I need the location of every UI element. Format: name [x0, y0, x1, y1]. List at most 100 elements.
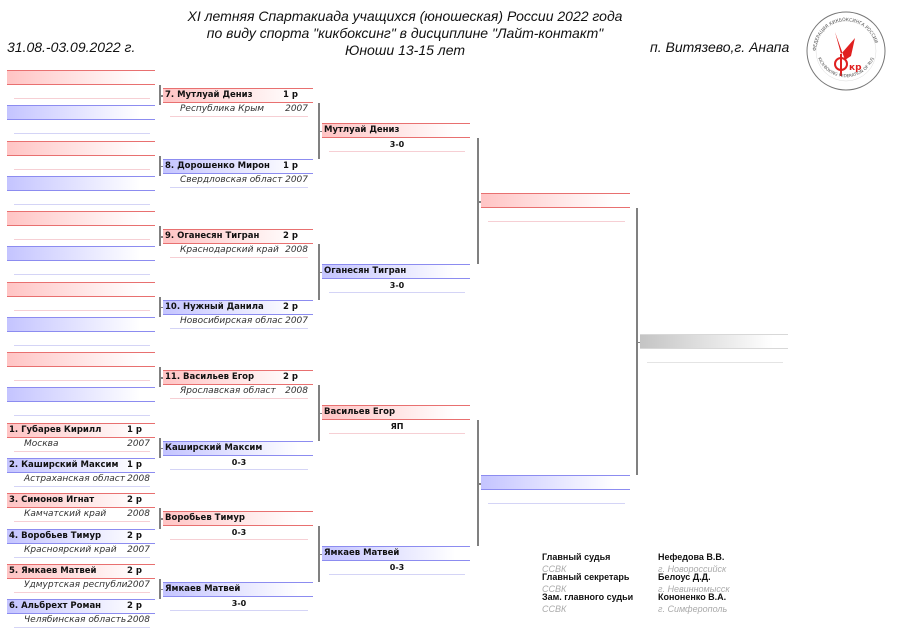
slot-subline [14, 226, 150, 241]
official-role-block: Главный секретарь ССВК [542, 571, 629, 595]
competitor-name: Васильев Егор [324, 407, 396, 417]
slot-subline [14, 402, 150, 417]
bracket-connector-tick [159, 165, 163, 168]
slot-subline: ЯП [329, 420, 465, 434]
slot-subline [14, 191, 150, 205]
official-role-block: Зам. главного судьи ССВК [542, 591, 633, 615]
match-score: 3-0 [389, 281, 405, 290]
bracket-connector-tick [159, 377, 163, 379]
competitor-region: Москва [24, 438, 59, 449]
bracket-connector-tick [159, 588, 163, 591]
official-name-block: Нефедова В.В. г. Новороссийск [658, 551, 726, 575]
competitor-birth-year: 2007 [285, 315, 308, 326]
official-role: Главный судья [542, 552, 611, 562]
match-score: 0-3 [231, 457, 247, 467]
slot-subline [14, 261, 150, 276]
federation-logo: кр ФЕДЕРАЦИЯ КИКБОКСИНГА РОССИИ KICK-BOX… [805, 10, 886, 91]
competitor-rank: 2 р [283, 231, 298, 241]
match-score: ЯП [390, 422, 404, 431]
competitor-name: Мутлуай Дениз [324, 125, 400, 135]
competitor-slot[interactable]: 8. Дорошенко Мирон 1 р [163, 158, 313, 174]
competitor-slot[interactable]: Мутлуай Дениз [322, 123, 470, 138]
slot-subline [14, 120, 150, 135]
slot-subline: 3-0 [170, 597, 308, 611]
official-name: Кононенко В.А. [658, 592, 727, 602]
bracket-connector [159, 437, 161, 458]
competitor-slot[interactable]: 3. Симонов Игнат 2 р [7, 493, 155, 509]
competitor-region: Челябинская область [24, 615, 127, 626]
competitor-name: 7. Мутлуай Дениз [165, 90, 253, 100]
slot-subline [14, 156, 150, 170]
competitor-slot[interactable]: 11. Васильев Егор 2 р [163, 370, 313, 385]
competitor-slot[interactable] [7, 140, 155, 156]
slot-subline: Астраханская област 2008 [14, 473, 150, 487]
competitor-slot[interactable] [7, 281, 155, 297]
competitor-slot[interactable]: Ямкаев Матвей [163, 581, 313, 597]
competitor-slot[interactable] [7, 246, 155, 262]
competitor-slot[interactable]: Васильев Егор [322, 405, 470, 420]
competitor-slot[interactable] [481, 193, 630, 208]
competitor-slot[interactable]: 6. Альбрехт Роман 2 р [7, 599, 155, 615]
competitor-slot[interactable] [7, 352, 155, 368]
official-name: Белоус Д.Д. [658, 572, 711, 582]
competitor-name: Оганесян Тигран [324, 266, 407, 276]
competitor-region: Свердловская област [180, 174, 283, 185]
slot-subline: Республика Крым 2007 [170, 103, 308, 117]
competitor-birth-year: 2007 [127, 438, 150, 449]
competitor-name: 2. Каширский Максим [9, 459, 119, 470]
slot-subline: Москва 2007 [14, 438, 150, 452]
slot-subline: Красноярский край 2007 [14, 544, 150, 558]
competitor-slot[interactable] [7, 211, 155, 227]
official-name-block: Белоус Д.Д. г. Невинномысск [658, 571, 730, 595]
competitor-name: 11. Васильев Егор [165, 372, 255, 382]
competitor-slot[interactable]: Оганесян Тигран [322, 264, 470, 279]
competitor-region: Республика Крым [180, 104, 265, 114]
competitor-region: Удмуртская республи [24, 579, 128, 590]
match-score: 0-3 [389, 563, 405, 572]
competitor-slot[interactable] [7, 105, 155, 121]
slot-subline [488, 490, 625, 504]
competitor-region: Новосибирская облас [180, 315, 283, 326]
official-city: г. Невинномысск [658, 584, 730, 594]
competitor-slot[interactable]: Ямкаев Матвей [322, 546, 470, 561]
bracket-connector-tick [159, 95, 163, 97]
bracket-connector-tick [159, 236, 163, 238]
svg-text:кр: кр [849, 63, 862, 73]
competitor-slot[interactable]: 7. Мутлуай Дениз 1 р [163, 88, 313, 103]
competitor-slot[interactable]: Каширский Максим [163, 440, 313, 456]
competitor-slot[interactable]: 2. Каширский Максим 1 р [7, 457, 155, 473]
bracket-connector-tick [477, 201, 481, 203]
competitor-slot[interactable]: 9. Оганесян Тигран 2 р [163, 229, 313, 244]
competitor-slot[interactable] [640, 334, 788, 349]
competitor-slot[interactable] [7, 387, 155, 403]
competitor-region: Астраханская област [24, 473, 125, 484]
competitor-slot[interactable]: 4. Воробьев Тимур 2 р [7, 528, 155, 544]
title-line-3: Юноши 13-15 лет [345, 42, 465, 58]
competitor-slot[interactable]: 10. Нужный Данила 2 р [163, 299, 313, 315]
title-line-1: XI летняя Спартакиада учащихся (юношеска… [187, 8, 623, 24]
competitor-slot[interactable]: 1. Губарев Кирилл 1 р [7, 422, 155, 438]
competitor-rank: 2 р [283, 301, 298, 312]
competitor-name: 5. Ямкаев Матвей [9, 565, 97, 576]
competitor-slot[interactable] [481, 475, 630, 490]
competitor-slot[interactable] [7, 316, 155, 332]
official-city: г. Новороссийск [658, 564, 727, 574]
official-name: Нефедова В.В. [658, 552, 725, 562]
competitor-name: Воробьев Тимур [165, 513, 245, 523]
competitor-rank: 2 р [127, 530, 142, 541]
competitor-slot[interactable]: 5. Ямкаев Матвей 2 р [7, 563, 155, 579]
competitor-birth-year: 2008 [127, 509, 150, 520]
competitor-rank: 2 р [127, 495, 142, 506]
competitor-rank: 1 р [127, 459, 142, 470]
competitor-birth-year: 2008 [127, 473, 150, 484]
competitor-slot[interactable] [7, 70, 155, 85]
competitor-rank: 1 р [127, 424, 142, 435]
competitor-name: 4. Воробьев Тимур [9, 530, 102, 541]
slot-subline: 0-3 [170, 456, 308, 470]
competitor-slot[interactable]: Воробьев Тимур [163, 511, 313, 526]
slot-subline [14, 85, 150, 99]
competitor-slot[interactable] [7, 175, 155, 191]
slot-subline: Краснодарский край 2008 [170, 244, 308, 258]
competitor-birth-year: 2008 [127, 615, 150, 626]
